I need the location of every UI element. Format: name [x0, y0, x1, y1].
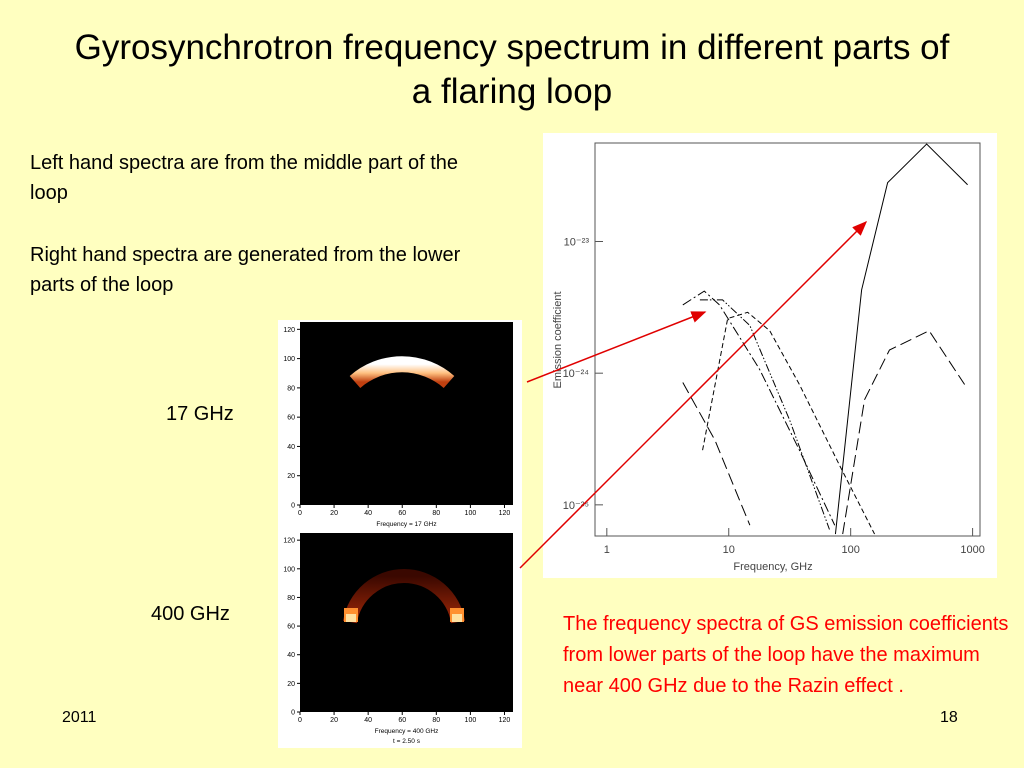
x-tick-label: 120 — [499, 510, 511, 517]
paragraph: Right hand spectra are generated from th… — [30, 244, 461, 296]
x-tick-label: 60 — [398, 510, 406, 517]
y-tick-label: 40 — [287, 652, 295, 659]
y-tick-label: 80 — [287, 595, 295, 602]
x-tick-label: 20 — [330, 717, 338, 724]
x-tick-label: 20 — [330, 510, 338, 517]
x-tick-label: 0 — [298, 510, 302, 517]
x-tick-label: 100 — [841, 544, 859, 556]
y-tick-label: 100 — [283, 356, 295, 363]
note: The frequency spectra of GS emission coe… — [563, 613, 1009, 697]
y-tick-label: 120 — [283, 327, 295, 334]
y-tick-label: 20 — [287, 473, 295, 480]
panel-label: 17 GHz — [166, 403, 234, 425]
y-tick-label: 20 — [287, 681, 295, 688]
x-tick-label: 100 — [465, 717, 477, 724]
chart-bg — [543, 133, 997, 578]
y-tick-label: 10⁻²³ — [564, 237, 590, 249]
map-area — [300, 533, 513, 712]
x-tick-label: 100 — [465, 510, 477, 517]
y-tick-label: 100 — [283, 566, 295, 573]
y-tick-label: 60 — [287, 624, 295, 631]
x-tick-label: 40 — [364, 510, 372, 517]
y-tick-label: 10⁻²⁴ — [563, 368, 590, 380]
y-tick-label: 10⁻²⁵ — [563, 500, 589, 512]
x-tick-label: 80 — [432, 717, 440, 724]
map-caption: Frequency = 400 GHz — [375, 728, 439, 735]
x-tick-label: 0 — [298, 717, 302, 724]
x-axis-label: Frequency, GHz — [733, 561, 812, 573]
footpoint — [346, 614, 356, 622]
y-tick-label: 40 — [287, 444, 295, 451]
footer-year: 2011 — [62, 709, 97, 726]
y-tick-label: 120 — [283, 538, 295, 545]
map-area — [300, 322, 513, 505]
y-tick-label: 60 — [287, 415, 295, 422]
map-panel: 0 20 40 60 80 100 120 0 20 40 60 80 100 120 Frequency … — [278, 320, 522, 532]
slide-title: Gyrosynchrotron frequency spectrum in di… — [74, 28, 950, 111]
spectrum-chart: Frequency, GHz Emission coefficient 1 10 1… — [543, 133, 997, 578]
page-number: 18 — [940, 709, 958, 726]
x-tick-label: 120 — [499, 717, 511, 724]
map-caption: Frequency = 17 GHz — [376, 521, 436, 528]
x-tick-label: 1000 — [960, 544, 984, 556]
loop-emission — [343, 569, 465, 624]
x-tick-label: 40 — [364, 717, 372, 724]
footpoint — [452, 614, 462, 622]
loop-emission — [349, 356, 455, 389]
x-tick-label: 1 — [604, 544, 610, 556]
y-tick-label: 80 — [287, 385, 295, 392]
y-tick-label: 0 — [291, 503, 295, 510]
x-tick-label: 60 — [398, 717, 406, 724]
map-time: t = 2.50 s — [393, 738, 421, 745]
map-panel: 0 20 40 60 80 100 120 0 20 40 60 80 100 120 Frequency … — [278, 530, 522, 748]
panel-label: 400 GHz — [151, 603, 230, 625]
y-tick-label: 0 — [291, 710, 295, 717]
x-tick-label: 10 — [723, 544, 735, 556]
paragraph: Left hand spectra are from the middle pa… — [30, 152, 459, 204]
x-tick-label: 80 — [432, 510, 440, 517]
